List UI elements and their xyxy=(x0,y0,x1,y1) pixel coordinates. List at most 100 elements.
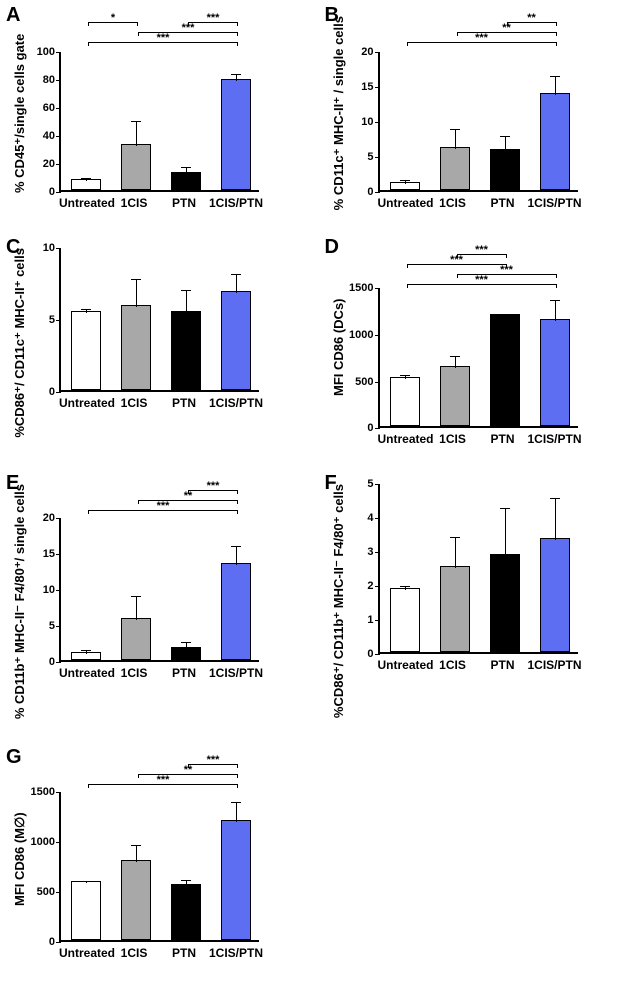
error-cap xyxy=(181,880,191,881)
y-tick-label: 0 xyxy=(367,186,373,198)
sig-label: ** xyxy=(184,491,193,502)
chart-wrap: % CD11c⁺ MHC-II⁺ / single cells*******20… xyxy=(329,16,630,210)
y-ticks: 1050 xyxy=(29,248,59,392)
error-cap xyxy=(81,309,91,310)
error-cap xyxy=(450,356,460,357)
plot-area xyxy=(378,288,578,428)
y-tick-label: 15 xyxy=(361,81,373,93)
sig-label: *** xyxy=(475,33,488,44)
y-tick-label: 15 xyxy=(43,548,55,560)
plot-area xyxy=(59,248,259,392)
error-bar xyxy=(236,74,237,81)
sig-bracket xyxy=(138,32,238,36)
bar xyxy=(121,618,151,660)
x-tick-label: 1CIS/PTN xyxy=(209,396,259,410)
bar xyxy=(71,881,101,940)
x-tick-label: 1CIS xyxy=(109,196,159,210)
bar xyxy=(121,860,151,940)
error-cap xyxy=(81,650,91,651)
x-tick-label: 1CIS xyxy=(109,666,159,680)
y-tick-label: 500 xyxy=(37,886,55,898)
y-axis-label: MFI CD86 (DCs) xyxy=(329,248,348,446)
x-tick-label: PTN xyxy=(159,396,209,410)
y-tick-label: 5 xyxy=(367,478,373,490)
bar xyxy=(390,377,420,426)
y-tick-label: 4 xyxy=(367,512,373,524)
x-tick-label: 1CIS/PTN xyxy=(528,432,578,446)
error-cap xyxy=(231,546,241,547)
error-cap xyxy=(131,279,141,280)
error-cap xyxy=(550,76,560,77)
y-tick-label: 40 xyxy=(43,130,55,142)
x-tick-label: 1CIS/PTN xyxy=(209,666,259,680)
x-labels: Untreated1CISPTN1CIS/PTN xyxy=(59,196,259,210)
plot-area xyxy=(378,52,578,192)
panel-D: DMFI CD86 (DCs)************150010005000U… xyxy=(329,248,630,446)
y-tick-label: 10 xyxy=(43,242,55,254)
error-cap xyxy=(400,375,410,376)
x-tick-label: Untreated xyxy=(59,666,109,680)
error-cap xyxy=(181,290,191,291)
sig-label: *** xyxy=(207,755,220,766)
x-tick-label: Untreated xyxy=(59,396,109,410)
y-tick-label: 5 xyxy=(49,620,55,632)
bar xyxy=(171,884,201,940)
error-cap xyxy=(81,881,91,882)
x-tick-label: PTN xyxy=(478,196,528,210)
bar xyxy=(121,144,151,190)
sig-label: *** xyxy=(450,255,463,266)
y-tick-label: 5 xyxy=(367,151,373,163)
error-bar xyxy=(555,76,556,96)
y-axis-label: % CD11b⁺ MHC-II⁻ F4/80⁺/ single cells xyxy=(10,484,29,719)
error-cap xyxy=(450,537,460,538)
y-ticks: 150010005000 xyxy=(29,792,59,942)
x-tick-label: Untreated xyxy=(59,946,109,960)
significance-overlay: ********** xyxy=(63,16,263,52)
error-bar xyxy=(455,356,456,368)
panel-A: A% CD45⁺/single cells gate**********1008… xyxy=(10,16,311,210)
error-cap xyxy=(131,596,141,597)
y-tick-label: 3 xyxy=(367,546,373,558)
x-tick-label: 1CIS xyxy=(109,396,159,410)
y-tick-label: 80 xyxy=(43,74,55,86)
bar xyxy=(440,566,470,653)
sig-bracket xyxy=(188,22,238,26)
error-bar xyxy=(186,642,187,649)
bar xyxy=(221,79,251,190)
significance-overlay: ******* xyxy=(382,16,582,52)
sig-label: *** xyxy=(475,245,488,256)
error-cap xyxy=(81,178,91,179)
bar xyxy=(71,311,101,390)
x-labels: Untreated1CISPTN1CIS/PTN xyxy=(378,432,578,446)
significance-overlay: ******** xyxy=(63,758,263,792)
sig-bracket xyxy=(457,254,507,258)
y-ticks: 100806040200 xyxy=(29,52,59,192)
panel-C: C%CD86⁺/ CD11c⁺ MHC-II⁺ cells1050Untreat… xyxy=(10,248,311,446)
y-tick-label: 60 xyxy=(43,102,55,114)
chart-wrap: % CD11b⁺ MHC-II⁻ F4/80⁺/ single cells***… xyxy=(10,484,311,719)
bar xyxy=(171,172,201,190)
sig-label: *** xyxy=(207,13,220,24)
sig-bracket xyxy=(188,490,238,494)
bar xyxy=(490,554,520,653)
error-bar xyxy=(236,802,237,822)
bar xyxy=(540,538,570,652)
sig-bracket xyxy=(88,42,238,46)
error-cap xyxy=(450,129,460,130)
error-bar xyxy=(455,129,456,149)
y-tick-label: 10 xyxy=(43,584,55,596)
error-cap xyxy=(500,508,510,509)
y-tick-label: 100 xyxy=(37,46,55,58)
error-bar xyxy=(186,167,187,174)
y-tick-label: 1500 xyxy=(349,282,373,294)
error-bar xyxy=(555,300,556,321)
x-tick-label: 1CIS/PTN xyxy=(209,946,259,960)
x-labels: Untreated1CISPTN1CIS/PTN xyxy=(59,666,259,680)
y-tick-label: 0 xyxy=(49,386,55,398)
error-cap xyxy=(231,802,241,803)
y-tick-label: 0 xyxy=(367,648,373,660)
error-cap xyxy=(500,315,510,316)
y-tick-label: 0 xyxy=(367,422,373,434)
sig-label: *** xyxy=(475,275,488,286)
sig-bracket xyxy=(407,264,507,268)
